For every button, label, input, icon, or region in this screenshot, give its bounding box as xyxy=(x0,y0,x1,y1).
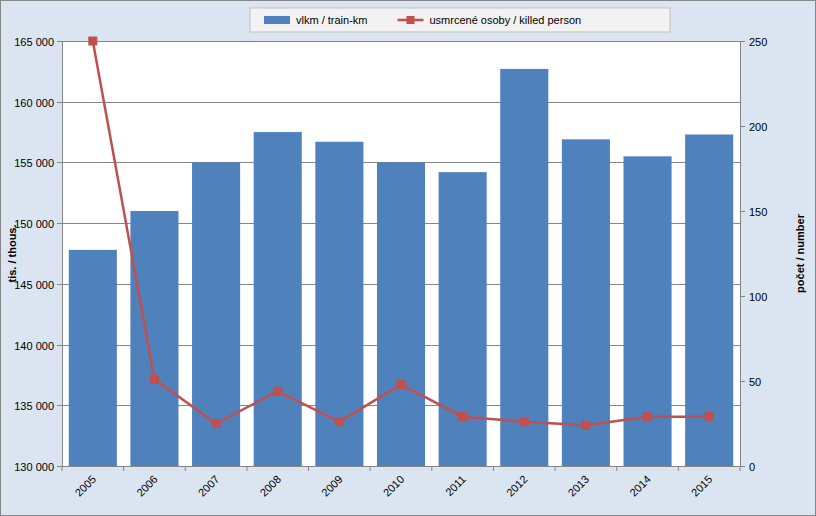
tick-label: 165 000 xyxy=(14,36,54,48)
x-tick-label: 2010 xyxy=(381,473,407,499)
x-tick-label: 2005 xyxy=(72,473,98,499)
grid-line xyxy=(62,41,740,42)
y2-axis-title: počet / number xyxy=(794,213,806,293)
y2-axis xyxy=(740,41,741,466)
marker xyxy=(212,420,220,428)
tick-label: 100 xyxy=(749,291,767,303)
chart: 130 000 135 000 140 000 145 000 150 000 155 0… xyxy=(0,0,816,516)
marker xyxy=(150,375,158,383)
tick xyxy=(57,102,62,103)
tick xyxy=(57,223,62,224)
line xyxy=(93,41,709,425)
marker xyxy=(459,413,467,421)
x-tick-label: 2013 xyxy=(566,473,592,499)
chart-area xyxy=(1,1,816,516)
y-axis xyxy=(62,41,63,466)
plot-marks xyxy=(69,41,733,466)
tick xyxy=(57,405,62,406)
tick-label: 130 000 xyxy=(14,461,54,473)
bar xyxy=(377,162,425,466)
markers xyxy=(89,37,713,429)
tick xyxy=(57,345,62,346)
tick xyxy=(57,41,62,42)
x-tick-label: 2009 xyxy=(319,473,345,499)
x-tick-label: 2011 xyxy=(443,473,468,498)
y-axis-title: tis. / thous. xyxy=(6,224,18,282)
x-tick-label: 2012 xyxy=(504,473,530,499)
tick-label: 0 xyxy=(749,461,755,473)
marker xyxy=(644,413,652,421)
x-tick-label: 2014 xyxy=(627,473,653,499)
tick-label: 150 xyxy=(749,206,767,218)
bar xyxy=(439,172,487,466)
marker xyxy=(274,387,282,395)
bar xyxy=(562,139,610,466)
tick-label: 250 xyxy=(749,36,767,48)
tick-label: 200 xyxy=(749,121,767,133)
marker xyxy=(335,418,343,426)
legend-box xyxy=(250,8,670,32)
x-tick-label: 2008 xyxy=(257,473,283,499)
grid-line xyxy=(62,466,740,467)
tick-label: 135 000 xyxy=(14,400,54,412)
plot-area xyxy=(62,41,740,466)
tick xyxy=(57,284,62,285)
marker xyxy=(705,413,713,421)
marker xyxy=(397,380,405,388)
chart-root: 130 000 135 000 140 000 145 000 150 000 155 0… xyxy=(0,0,816,516)
tick xyxy=(740,466,745,467)
tick-label: 155 000 xyxy=(14,157,54,169)
x-tick-label: 2006 xyxy=(134,473,160,499)
marker xyxy=(520,418,528,426)
legend-marker xyxy=(407,16,415,24)
tick xyxy=(57,466,62,467)
tick-label: 145 000 xyxy=(14,279,54,291)
bar xyxy=(130,211,178,466)
legend-label: vlkm / train-km xyxy=(296,14,368,26)
x-axis xyxy=(62,466,740,467)
bar xyxy=(69,250,117,466)
legend-label: usmrcené osoby / killed person xyxy=(430,14,582,26)
grid-line xyxy=(62,102,740,103)
tick-label: 140 000 xyxy=(14,340,54,352)
legend: vlkm / train-km usmrcené osoby / killed p… xyxy=(250,8,670,32)
legend-swatch xyxy=(264,16,290,24)
bar xyxy=(254,132,302,466)
tick-label: 50 xyxy=(749,376,761,388)
bar xyxy=(192,162,240,466)
tick-label: 150 000 xyxy=(14,218,54,230)
bar xyxy=(500,69,548,466)
bar xyxy=(315,142,363,466)
x-tick-label: 2007 xyxy=(196,473,222,499)
x-tick-label: 2015 xyxy=(689,473,715,499)
marker xyxy=(582,421,590,429)
marker xyxy=(89,37,97,45)
tick xyxy=(57,162,62,163)
tick-label: 160 000 xyxy=(14,97,54,109)
